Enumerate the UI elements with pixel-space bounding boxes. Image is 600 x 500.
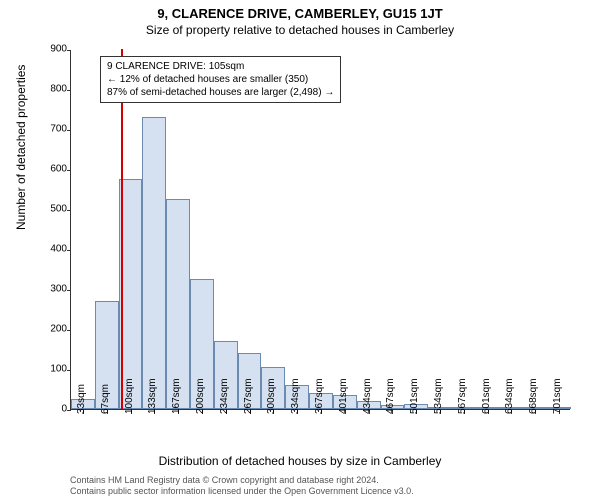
histogram-bar	[142, 117, 166, 409]
x-tick-label: 634sqm	[504, 378, 515, 414]
y-tick-label: 0	[33, 404, 67, 415]
y-tick-mark	[67, 410, 71, 411]
y-tick-label: 900	[33, 44, 67, 55]
y-tick-label: 500	[33, 204, 67, 215]
x-axis-label: Distribution of detached houses by size …	[0, 454, 600, 468]
x-tick-label: 300sqm	[266, 378, 277, 414]
x-tick-label: 167sqm	[171, 378, 182, 414]
x-tick-label: 133sqm	[147, 378, 158, 414]
y-tick-mark	[67, 90, 71, 91]
infobox-line: 9 CLARENCE DRIVE: 105sqm	[107, 60, 334, 73]
plot-region: 010020030040050060070080090033sqm67sqm10…	[70, 50, 570, 410]
y-tick-label: 600	[33, 164, 67, 175]
y-tick-mark	[67, 330, 71, 331]
y-tick-mark	[67, 250, 71, 251]
y-tick-mark	[67, 170, 71, 171]
page-subtitle: Size of property relative to detached ho…	[0, 23, 600, 37]
y-tick-label: 300	[33, 284, 67, 295]
x-tick-label: 467sqm	[385, 378, 396, 414]
y-tick-label: 400	[33, 244, 67, 255]
x-tick-label: 567sqm	[457, 378, 468, 414]
x-tick-label: 33sqm	[76, 384, 87, 414]
x-tick-label: 200sqm	[195, 378, 206, 414]
footer-line-1: Contains HM Land Registry data © Crown c…	[70, 475, 414, 486]
x-tick-label: 434sqm	[362, 378, 373, 414]
infobox-line: 87% of semi-detached houses are larger (…	[107, 86, 334, 99]
x-tick-label: 668sqm	[528, 378, 539, 414]
x-tick-label: 334sqm	[290, 378, 301, 414]
y-tick-label: 200	[33, 324, 67, 335]
y-tick-label: 800	[33, 84, 67, 95]
y-tick-mark	[67, 50, 71, 51]
x-tick-label: 601sqm	[481, 378, 492, 414]
x-tick-label: 534sqm	[433, 378, 444, 414]
y-tick-label: 700	[33, 124, 67, 135]
x-tick-label: 267sqm	[243, 378, 254, 414]
infobox: 9 CLARENCE DRIVE: 105sqm← 12% of detache…	[100, 56, 341, 103]
x-tick-label: 234sqm	[219, 378, 230, 414]
chart-area: 010020030040050060070080090033sqm67sqm10…	[70, 50, 570, 410]
y-tick-label: 100	[33, 364, 67, 375]
y-axis-label: Number of detached properties	[14, 65, 28, 230]
x-tick-label: 100sqm	[124, 378, 135, 414]
x-tick-label: 401sqm	[338, 378, 349, 414]
x-tick-label: 367sqm	[314, 378, 325, 414]
y-tick-mark	[67, 210, 71, 211]
x-tick-label: 67sqm	[100, 384, 111, 414]
footer-line-2: Contains public sector information licen…	[70, 486, 414, 497]
x-tick-label: 701sqm	[552, 378, 563, 414]
y-tick-mark	[67, 370, 71, 371]
infobox-line: ← 12% of detached houses are smaller (35…	[107, 73, 334, 86]
y-tick-mark	[67, 290, 71, 291]
footer: Contains HM Land Registry data © Crown c…	[70, 475, 414, 498]
title-block: 9, CLARENCE DRIVE, CAMBERLEY, GU15 1JT S…	[0, 0, 600, 37]
page-title: 9, CLARENCE DRIVE, CAMBERLEY, GU15 1JT	[0, 6, 600, 21]
property-marker-line	[121, 49, 123, 409]
x-tick-label: 501sqm	[409, 378, 420, 414]
y-tick-mark	[67, 130, 71, 131]
